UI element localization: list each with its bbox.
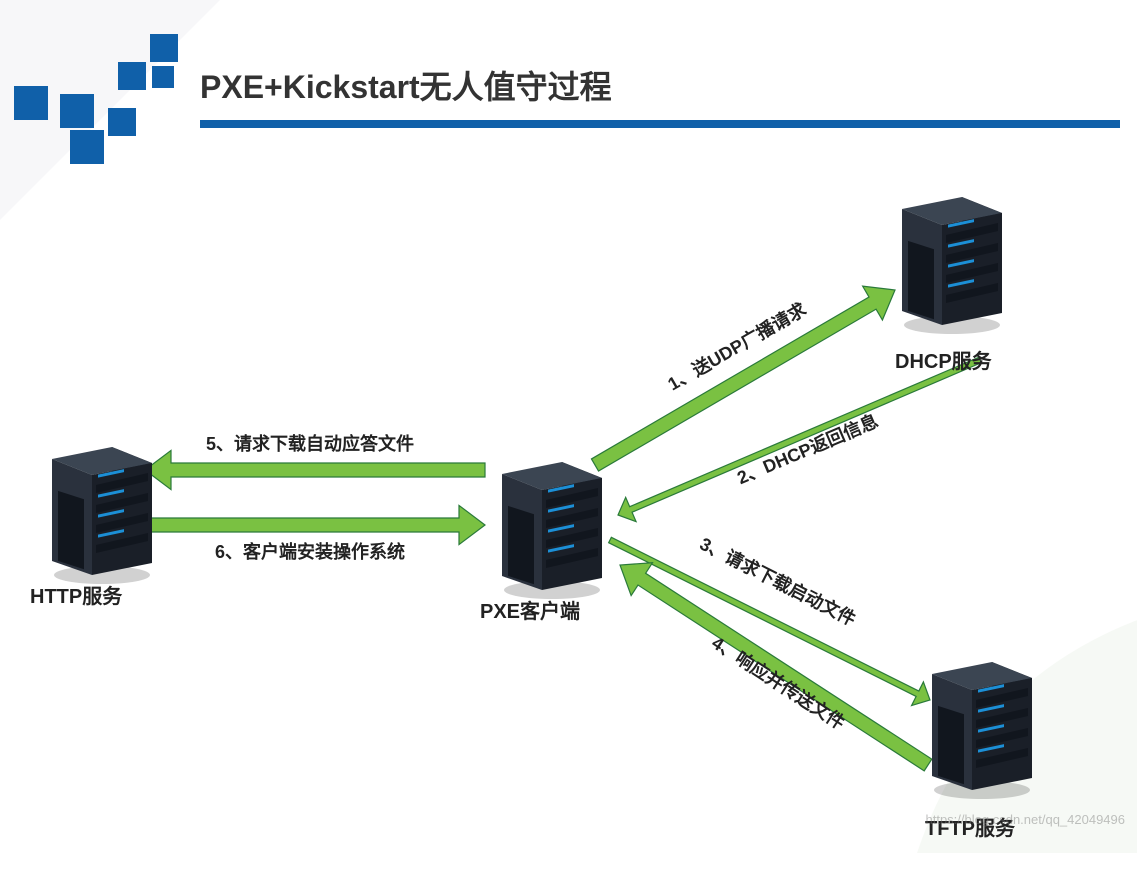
page-title: PXE+Kickstart无人值守过程 [200,62,612,108]
decor-square [152,66,174,88]
decor-square [150,34,178,62]
decor-square [118,62,146,90]
arrow-label-a5: 5、请求下载自动应答文件 [206,433,414,454]
server-tftp [920,650,1040,805]
arrow-a1 [585,273,905,482]
arrow-a6 [135,505,485,544]
decor-square [70,130,104,164]
arrow-label-a2: 2、DHCP返回信息 [734,410,881,488]
server-label-http: HTTP服务 [30,580,122,609]
watermark: https://blog.csdn.net/qq_42049496 [926,812,1126,827]
decor-square [108,108,136,136]
arrow-a5 [145,450,485,489]
decor-square [14,86,48,120]
server-http [40,435,160,590]
server-label-pxe: PXE客户端 [480,595,580,624]
arrow-label-a6: 6、客户端安装操作系统 [215,541,405,562]
server-pxe [490,450,610,605]
diagram-area: 1、送UDP广播请求2、DHCP返回信息3、请求下载启动文件4、响应并传送文件5… [0,160,1137,820]
decor-square [60,94,94,128]
arrow-label-a3: 3、请求下载启动文件 [697,533,860,630]
title-rule [200,120,1120,128]
server-label-dhcp: DHCP服务 [895,345,992,374]
server-dhcp [890,185,1010,340]
